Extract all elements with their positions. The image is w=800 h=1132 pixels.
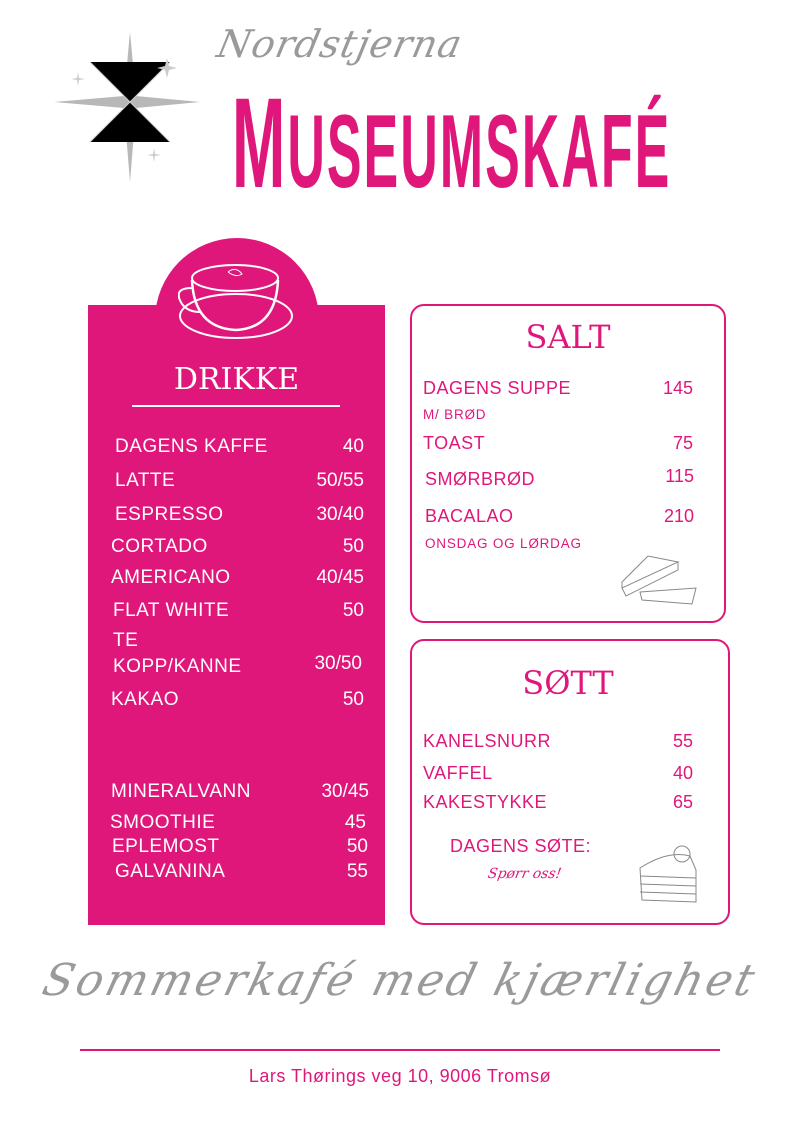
daily-sweet-note: Spørr oss! bbox=[486, 866, 563, 882]
address: Lars Thørings veg 10, 9006 Tromsø bbox=[248, 1066, 552, 1086]
salt-item-note: M/ BRØD bbox=[423, 407, 487, 422]
salt-item-price: 75 bbox=[672, 433, 693, 453]
drink-name: MINERALVANN bbox=[111, 781, 251, 802]
title-rest: USEUMSKAFÉ bbox=[287, 94, 672, 210]
salt-heading: SALT bbox=[525, 318, 611, 356]
drink-price: 30/45 bbox=[321, 781, 369, 802]
drink-name: KAKAO bbox=[111, 689, 179, 710]
salt-item-name: SMØRBRØD bbox=[425, 469, 536, 489]
drink-price: 50 bbox=[342, 536, 364, 557]
sweet-item-price: 65 bbox=[672, 792, 693, 812]
drinks-heading: DRIKKE bbox=[173, 362, 300, 397]
tagline: Sommerkafé med kjærlighet bbox=[37, 955, 763, 1006]
drink-price: 40/45 bbox=[316, 567, 364, 588]
drink-price: 50 bbox=[342, 689, 364, 710]
sweet-heading: SØTT bbox=[522, 664, 614, 702]
sweet-item-name: KANELSNURR bbox=[423, 731, 552, 751]
salt-item-note: ONSDAG OG LØRDAG bbox=[425, 536, 582, 551]
sparkle-star-icon bbox=[54, 32, 200, 182]
drink-name: DAGENS KAFFE bbox=[115, 436, 268, 457]
sweet-item-price: 40 bbox=[672, 763, 693, 783]
drink-price: 40 bbox=[342, 436, 364, 457]
drink-name: GALVANINA bbox=[115, 861, 226, 882]
drink-price: 45 bbox=[344, 812, 366, 833]
footer-divider bbox=[80, 1049, 720, 1051]
drink-price: 30/40 bbox=[316, 504, 364, 525]
drink-name: AMERICANO bbox=[111, 567, 231, 588]
salt-item-name: TOAST bbox=[423, 433, 486, 453]
salt-item-name: DAGENS SUPPE bbox=[423, 378, 572, 398]
page-title: MUSEUMSKAFÉ bbox=[232, 70, 671, 217]
daily-sweet-label: DAGENS SØTE: bbox=[450, 836, 592, 856]
drink-name: KOPP/KANNE bbox=[113, 656, 242, 677]
title-initial: M bbox=[232, 72, 288, 215]
salt-panel bbox=[410, 304, 726, 623]
sweet-item-name: KAKESTYKKE bbox=[423, 792, 548, 812]
salt-item-price: 115 bbox=[665, 466, 694, 486]
salt-item-price: 210 bbox=[663, 506, 694, 526]
drink-price: 30/50 bbox=[314, 653, 362, 674]
drink-name: TE bbox=[113, 630, 139, 651]
sweet-item-price: 55 bbox=[672, 731, 693, 751]
coffee-cup-icon bbox=[178, 264, 293, 339]
salt-item-name: BACALAO bbox=[425, 506, 514, 526]
drink-price: 50 bbox=[346, 836, 368, 857]
brand-subtitle: Nordstjerna bbox=[213, 22, 467, 66]
sweet-item-name: VAFFEL bbox=[423, 763, 493, 783]
heading-divider bbox=[132, 405, 340, 407]
drink-name: LATTE bbox=[115, 470, 176, 491]
drink-name: CORTADO bbox=[111, 536, 208, 557]
cake-slice-icon bbox=[639, 845, 697, 903]
drink-name: EPLEMOST bbox=[112, 836, 220, 857]
drinks-panel bbox=[88, 305, 385, 925]
drink-price: 50/55 bbox=[316, 470, 364, 491]
drink-name: FLAT WHITE bbox=[113, 600, 230, 621]
drink-price: 50 bbox=[342, 600, 364, 621]
sandwich-icon bbox=[621, 555, 697, 605]
drink-name: ESPRESSO bbox=[115, 504, 224, 525]
drink-name: SMOOTHIE bbox=[110, 812, 216, 833]
drink-price: 55 bbox=[346, 861, 368, 882]
salt-item-price: 145 bbox=[662, 378, 693, 398]
